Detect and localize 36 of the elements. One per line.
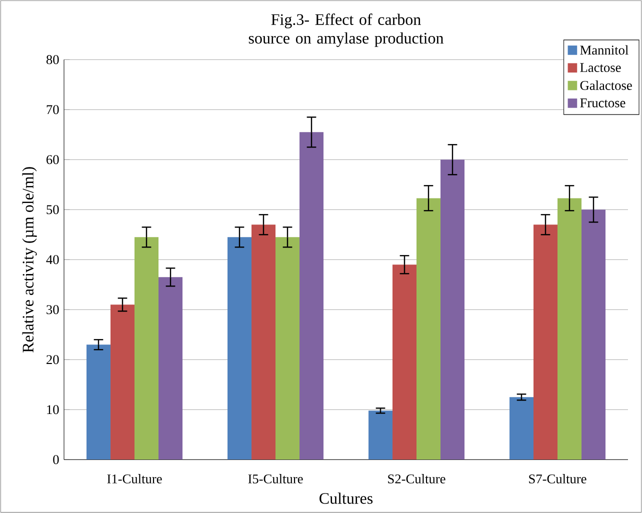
bar [252,224,276,460]
y-tick-label: 40 [46,255,59,264]
y-tick-label: 50 [46,205,59,214]
bar [134,237,159,460]
y-tick-label: 20 [46,355,59,364]
bar [228,237,252,460]
legend-label: Galactose [580,80,632,90]
y-tick-label: 10 [47,405,59,414]
bar [440,160,464,460]
x-tick-label: I1-Culture [107,474,162,484]
bar [558,198,582,460]
legend-label: Fructose [580,98,626,108]
bar [158,277,183,460]
bar [392,264,416,460]
y-tick-label: 0 [53,455,59,464]
bar [276,237,300,460]
y-tick-label: 70 [46,105,59,114]
chart-title: Fig.3- Effect of carbon source on amylase production [248,14,444,47]
bar [510,397,534,460]
y-tick-label: 30 [46,305,59,314]
y-tick-label: 60 [46,155,59,164]
y-tick-label: 80 [46,55,59,64]
y-axis-title: Relative activity (µm ole/ml) [22,167,37,352]
bar [110,304,134,460]
x-axis-title: Cultures [320,492,373,504]
x-tick-label: I5-Culture [248,474,303,484]
legend-label: Mannitol [580,45,628,55]
x-tick-label: S7-Culture [529,474,586,484]
bar [368,410,392,460]
bar [416,198,440,460]
bar [300,132,324,460]
bar [582,210,606,460]
x-tick-label: S2-Culture [388,474,446,484]
bar [534,224,558,460]
bar [86,344,111,460]
legend-label: Lactose [580,63,621,72]
